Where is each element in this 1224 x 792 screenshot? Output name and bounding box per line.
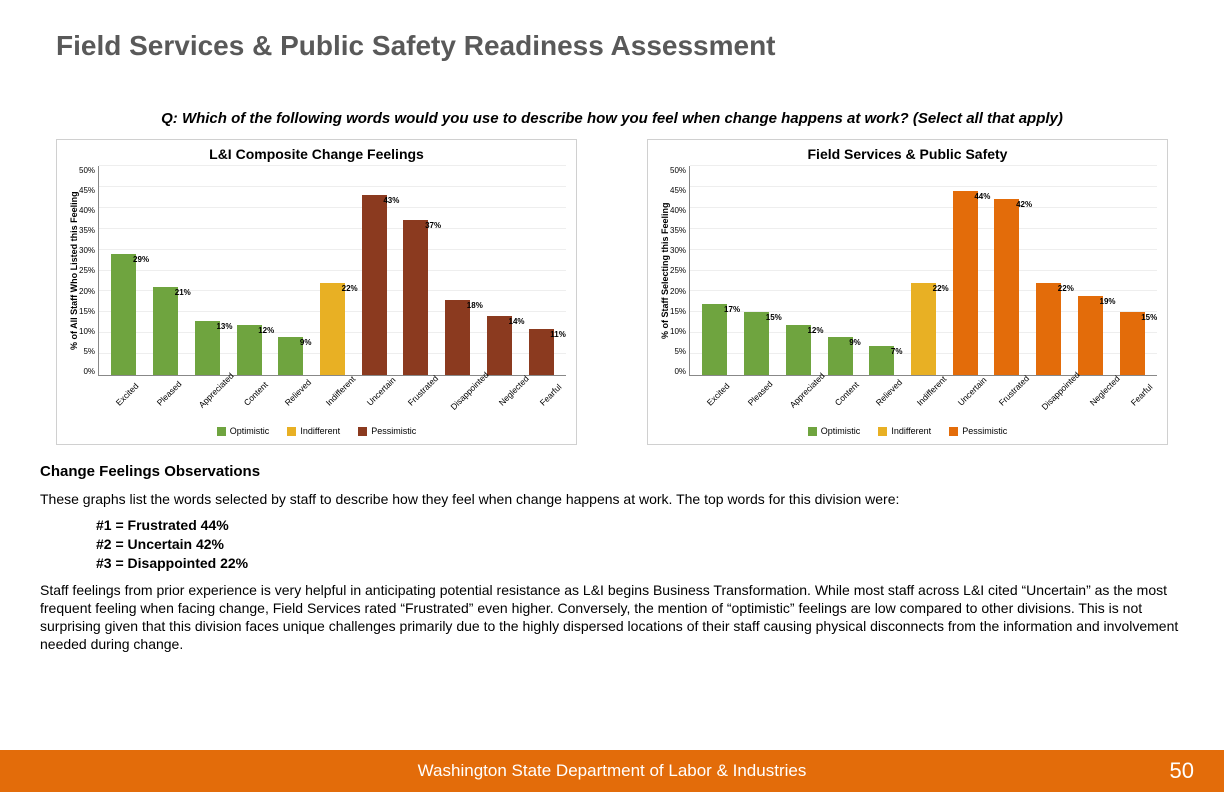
legend-swatch (949, 427, 958, 436)
bar-excited: 17% (694, 166, 736, 375)
legend-indifferent: Indifferent (287, 426, 340, 436)
chart-left: L&I Composite Change Feelings % of All St… (56, 139, 577, 445)
chart-right: Field Services & Public Safety % of Staff… (647, 139, 1168, 445)
bar-uncertain: 43% (353, 166, 395, 375)
legend-swatch (287, 427, 296, 436)
bar (403, 220, 428, 375)
bar (994, 199, 1019, 375)
y-axis-label: % of All Staff Who Listed this Feeling (67, 166, 79, 376)
bar (911, 283, 936, 375)
bar-disappointed: 22% (1028, 166, 1070, 375)
charts-row: L&I Composite Change Feelings % of All St… (0, 139, 1224, 445)
bar-value-label: 9% (300, 338, 312, 347)
bar-value-label: 11% (550, 330, 566, 339)
chart-title: Field Services & Public Safety (658, 146, 1157, 162)
bar-value-label: 7% (891, 347, 903, 356)
bar-disappointed: 18% (437, 166, 479, 375)
footer-bar: Washington State Department of Labor & I… (0, 750, 1224, 792)
y-axis-ticks: 50%45%40%35%30%25%20%15%10%5%0% (79, 166, 98, 376)
bar-indifferent: 22% (903, 166, 945, 375)
bar (153, 287, 178, 375)
legend-swatch (358, 427, 367, 436)
y-axis-label: % of Staff Selecting this Feeling (658, 166, 670, 376)
bars: 17%15%12%9%7%22%44%42%22%19%15% (690, 166, 1157, 375)
bar (445, 300, 470, 375)
x-axis-labels: ExcitedPleasedAppreciatedContentRelieved… (658, 376, 1157, 422)
bar-uncertain: 44% (944, 166, 986, 375)
bar (953, 191, 978, 375)
legend-label: Optimistic (821, 426, 861, 436)
bar-value-label: 15% (1141, 313, 1157, 322)
bar (1036, 283, 1061, 375)
plot-area: 29%21%13%12%9%22%43%37%18%14%11% (98, 166, 566, 376)
legend-indifferent: Indifferent (878, 426, 931, 436)
bar-excited: 29% (103, 166, 145, 375)
bar-relieved: 7% (861, 166, 903, 375)
bar (702, 304, 727, 375)
chart-area: % of Staff Selecting this Feeling50%45%4… (658, 166, 1157, 376)
bar (362, 195, 387, 375)
legend-pessimistic: Pessimistic (358, 426, 416, 436)
y-axis-ticks: 50%45%40%35%30%25%20%15%10%5%0% (670, 166, 689, 376)
legend-label: Indifferent (300, 426, 340, 436)
bar-content: 12% (228, 166, 270, 375)
legend-pessimistic: Pessimistic (949, 426, 1007, 436)
bar-indifferent: 22% (312, 166, 354, 375)
bar-neglected: 19% (1069, 166, 1111, 375)
bar-frustrated: 42% (986, 166, 1028, 375)
bar-value-label: 9% (849, 338, 861, 347)
observations-rankings: #1 = Frustrated 44% #2 = Uncertain 42% #… (0, 512, 1224, 577)
bars: 29%21%13%12%9%22%43%37%18%14%11% (99, 166, 566, 375)
footer-text: Washington State Department of Labor & I… (418, 761, 807, 781)
rank-2: #2 = Uncertain 42% (96, 535, 1184, 554)
bar-relieved: 9% (270, 166, 312, 375)
bar-fearful: 11% (520, 166, 562, 375)
bar-appreciated: 13% (186, 166, 228, 375)
bar-pleased: 15% (736, 166, 778, 375)
chart-title: L&I Composite Change Feelings (67, 146, 566, 162)
observations-heading: Change Feelings Observations (0, 445, 1224, 486)
chart-area: % of All Staff Who Listed this Feeling50… (67, 166, 566, 376)
bar-appreciated: 12% (777, 166, 819, 375)
plot-area: 17%15%12%9%7%22%44%42%22%19%15% (689, 166, 1157, 376)
rank-1: #1 = Frustrated 44% (96, 516, 1184, 535)
page-title: Field Services & Public Safety Readiness… (0, 0, 1224, 62)
legend-label: Optimistic (230, 426, 270, 436)
observations-p2: Staff feelings from prior experience is … (0, 577, 1224, 658)
bar-content: 9% (819, 166, 861, 375)
bar-neglected: 14% (478, 166, 520, 375)
bar (111, 254, 136, 375)
bar (320, 283, 345, 375)
bar-pleased: 21% (145, 166, 187, 375)
bar (1078, 296, 1103, 375)
legend-label: Indifferent (891, 426, 931, 436)
survey-question: Q: Which of the following words would yo… (0, 110, 1224, 127)
legend-swatch (878, 427, 887, 436)
x-axis-labels: ExcitedPleasedAppreciatedContentRelieved… (67, 376, 566, 422)
page-number: 50 (1170, 758, 1194, 784)
rank-3: #3 = Disappointed 22% (96, 554, 1184, 573)
observations-p1: These graphs list the words selected by … (0, 486, 1224, 512)
bar-fearful: 15% (1111, 166, 1153, 375)
bar-frustrated: 37% (395, 166, 437, 375)
